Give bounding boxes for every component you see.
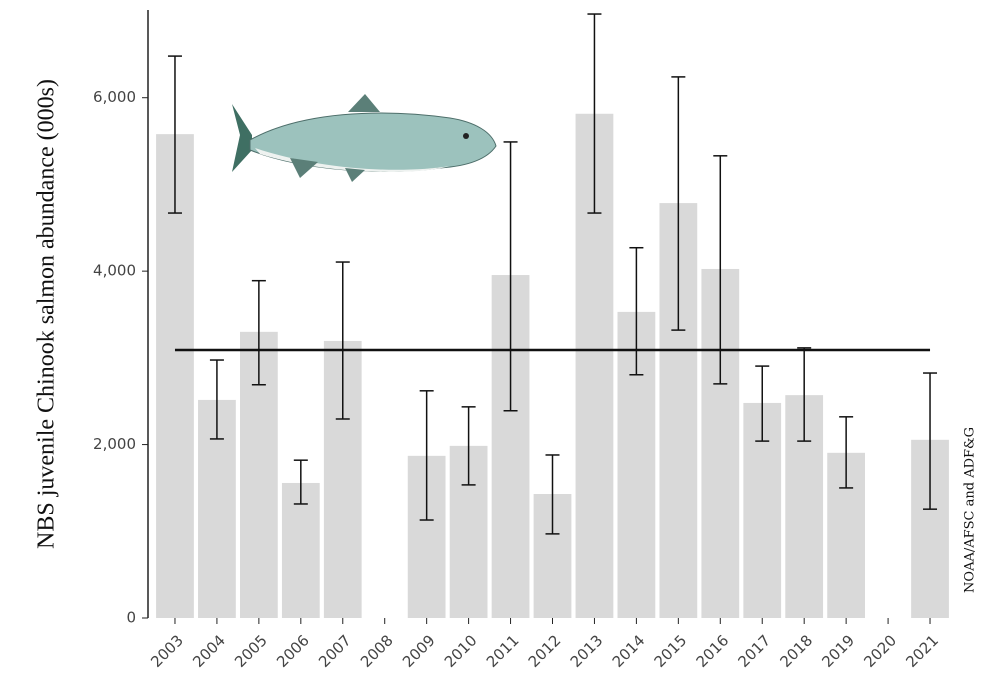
chart: NBS juvenile Chinook salmon abundance (0…: [0, 0, 990, 679]
y-tick-label: 6,000: [93, 88, 136, 106]
x-tick-label: 2016: [693, 631, 733, 671]
x-tick-label: 2005: [231, 631, 271, 671]
x-tick-label: 2003: [147, 631, 187, 671]
page: {"chart_data": {"type": "bar", "y_label"…: [0, 0, 990, 683]
x-tick-label: 2004: [189, 631, 229, 671]
x-tick-label: 2009: [399, 631, 439, 671]
x-tick-label: 2011: [483, 631, 523, 671]
x-tick-label: 2017: [735, 631, 775, 671]
x-tick-label: 2019: [818, 631, 858, 671]
x-tick-label: 2013: [567, 631, 607, 671]
x-tick-label: 2012: [525, 631, 565, 671]
y-tick-label: 4,000: [93, 262, 136, 280]
x-tick-label: 2007: [315, 631, 355, 671]
x-tick-label: 2008: [357, 631, 397, 671]
y-axis-label: NBS juvenile Chinook salmon abundance (0…: [34, 79, 60, 549]
x-tick-label: 2020: [860, 631, 900, 671]
y-tick-label: 2,000: [93, 435, 136, 453]
x-tick-label: 2018: [776, 631, 816, 671]
y-tick-label: 0: [126, 609, 136, 627]
x-tick-label: 2010: [441, 631, 481, 671]
x-tick-label: 2006: [273, 631, 313, 671]
x-tick-label: 2015: [651, 631, 691, 671]
fish-illustration: [232, 94, 496, 182]
x-tick-label: 2014: [609, 631, 649, 671]
source-note: NOAA/AFSC and ADF&G: [963, 427, 978, 593]
x-tick-label: 2021: [902, 631, 942, 671]
